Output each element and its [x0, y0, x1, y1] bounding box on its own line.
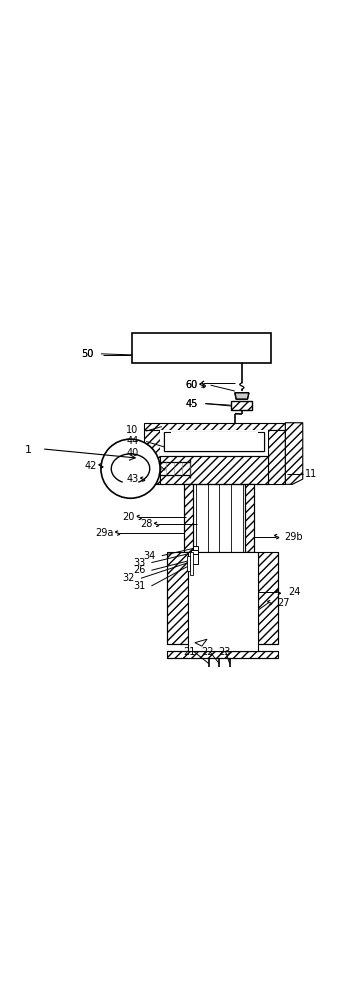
Text: 60: 60: [185, 380, 198, 390]
Bar: [171, 432, 258, 445]
Polygon shape: [245, 484, 254, 552]
Text: 11: 11: [305, 469, 318, 479]
Polygon shape: [285, 423, 303, 484]
Text: 10: 10: [126, 425, 139, 435]
Text: 29b: 29b: [285, 532, 303, 542]
Text: 42: 42: [84, 461, 97, 471]
Text: 31: 31: [133, 581, 145, 591]
Text: 21: 21: [183, 647, 196, 657]
Text: 44: 44: [126, 436, 139, 446]
Text: 29a: 29a: [95, 528, 113, 538]
Text: 24: 24: [288, 587, 300, 597]
Bar: [192, 554, 198, 564]
Text: 33: 33: [133, 558, 145, 568]
Polygon shape: [258, 552, 278, 644]
Text: 23: 23: [218, 647, 231, 657]
Bar: [132, 333, 271, 363]
Text: 28: 28: [140, 519, 152, 529]
Text: 20: 20: [122, 512, 135, 522]
Text: 22: 22: [201, 647, 213, 657]
Circle shape: [101, 439, 160, 498]
Polygon shape: [167, 651, 278, 658]
Polygon shape: [235, 393, 249, 399]
Text: 43: 43: [126, 474, 139, 484]
Polygon shape: [268, 430, 285, 484]
Polygon shape: [184, 484, 193, 552]
Text: 60: 60: [185, 380, 198, 390]
Bar: [193, 546, 198, 550]
Polygon shape: [144, 430, 160, 484]
Text: 1: 1: [24, 445, 31, 455]
Bar: [187, 556, 190, 571]
Text: 50: 50: [81, 349, 93, 359]
Polygon shape: [235, 393, 249, 399]
Text: 40: 40: [126, 448, 139, 458]
Text: 45: 45: [185, 399, 198, 409]
Text: 45: 45: [185, 399, 198, 409]
Bar: [191, 550, 198, 554]
Bar: [188, 552, 258, 651]
Text: 50: 50: [81, 349, 93, 359]
Polygon shape: [167, 552, 188, 644]
Bar: [190, 552, 193, 575]
Bar: [160, 430, 268, 456]
Text: 32: 32: [122, 573, 135, 583]
Text: 34: 34: [143, 551, 156, 561]
Polygon shape: [195, 639, 207, 646]
Polygon shape: [144, 423, 285, 430]
Text: 26: 26: [133, 565, 145, 575]
Bar: [164, 432, 264, 451]
Text: 27: 27: [277, 598, 290, 608]
Bar: [231, 401, 252, 410]
Polygon shape: [160, 456, 268, 484]
